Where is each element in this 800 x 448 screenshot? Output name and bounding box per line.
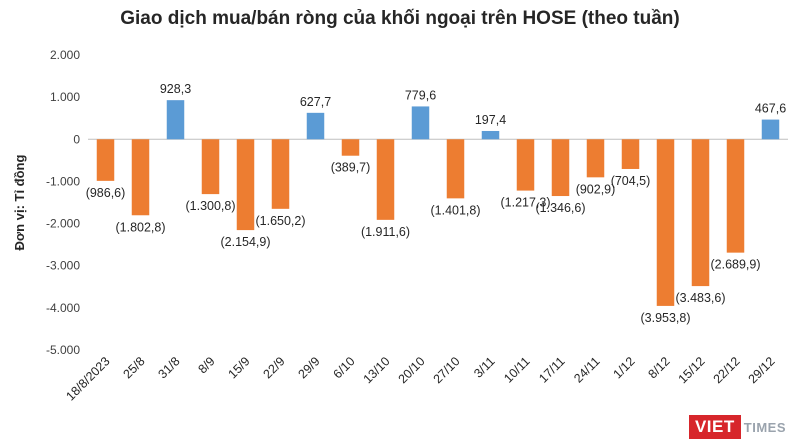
data-label: 627,7 (300, 95, 331, 109)
data-label: (986,6) (86, 186, 126, 200)
data-label: (1.300,8) (185, 199, 235, 213)
data-label: (1.802,8) (115, 220, 165, 234)
data-label: (902,9) (576, 182, 616, 196)
x-tick-label: 3/11 (471, 354, 497, 380)
x-tick-label: 1/12 (611, 354, 638, 381)
x-tick-label: 27/10 (431, 354, 463, 386)
bar (761, 119, 780, 140)
y-tick-label: -2.000 (46, 217, 80, 231)
y-tick-label: 1.000 (50, 90, 80, 104)
bar (411, 106, 430, 140)
data-label: 779,6 (405, 88, 436, 102)
data-label: (3.953,8) (640, 311, 690, 325)
bar (446, 139, 465, 199)
data-label: 197,4 (475, 113, 506, 127)
bar (131, 139, 150, 216)
bar (586, 139, 605, 178)
y-tick-label: -3.000 (46, 259, 80, 273)
x-tick-label: 10/11 (501, 354, 532, 385)
x-tick-label: 20/10 (396, 354, 428, 386)
x-tick-label: 15/12 (676, 354, 708, 386)
bar (656, 139, 675, 306)
bar (166, 100, 185, 140)
bar (551, 139, 570, 197)
bar (201, 139, 220, 195)
logo-viet: VIET (688, 415, 741, 439)
bar (306, 112, 325, 140)
bar (726, 139, 745, 253)
logo-times: TIMES (743, 419, 786, 435)
data-label: (1.650,2) (255, 214, 305, 228)
data-label: (1.911,6) (361, 225, 410, 239)
bar (271, 139, 290, 209)
data-label: (704,5) (611, 174, 651, 188)
x-tick-label: 29/12 (746, 354, 778, 386)
bar (341, 139, 360, 156)
x-tick-label: 24/11 (571, 354, 602, 385)
x-tick-label: 22/9 (261, 354, 288, 381)
x-tick-label: 25/8 (121, 354, 148, 381)
y-tick-label: 2.000 (50, 48, 80, 62)
x-tick-label: 31/8 (156, 354, 183, 381)
bar (236, 139, 255, 231)
x-tick-label: 29/9 (296, 354, 323, 381)
x-tick-label: 15/9 (226, 354, 253, 381)
data-label: (1.401,8) (430, 203, 480, 217)
x-tick-label: 8/9 (195, 354, 217, 376)
bar (691, 139, 710, 287)
x-tick-label: 18/8/2023 (63, 354, 112, 403)
data-label: (2.689,9) (710, 258, 760, 272)
data-label: (3.483,6) (675, 291, 725, 305)
y-tick-label: -5.000 (46, 343, 80, 357)
data-label: (389,7) (331, 161, 371, 175)
y-tick-label: -4.000 (46, 301, 80, 315)
bar (96, 139, 115, 181)
data-label: 467,6 (755, 102, 786, 116)
chart-title: Giao dịch mua/bán ròng của khối ngoại tr… (120, 8, 680, 29)
x-tick-label: 6/10 (331, 354, 358, 381)
bar (621, 139, 640, 169)
x-tick-label: 8/12 (646, 354, 673, 381)
data-label: 928,3 (160, 82, 191, 96)
x-tick-label: 17/11 (536, 354, 567, 385)
data-label: (2.154,9) (220, 235, 270, 249)
x-tick-label: 13/10 (361, 354, 393, 386)
bar (481, 130, 500, 140)
y-tick-label: -1.000 (46, 174, 80, 188)
data-label: (1.217,3) (500, 196, 550, 210)
y-axis-label: Đơn vị: Tỉ đồng (12, 155, 27, 251)
x-tick-label: 22/12 (711, 354, 743, 386)
viettimes-logo: VIET TIMES (688, 414, 786, 440)
data-label: (1.346,6) (535, 201, 585, 215)
y-tick-label: 0 (73, 132, 80, 146)
bar (376, 139, 395, 220)
bar (516, 139, 535, 191)
